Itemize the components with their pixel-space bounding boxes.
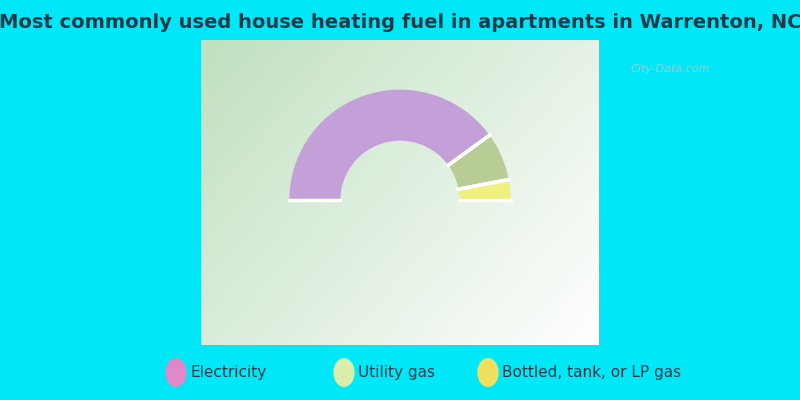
Polygon shape <box>290 90 490 200</box>
Ellipse shape <box>478 359 498 386</box>
Text: Bottled, tank, or LP gas: Bottled, tank, or LP gas <box>502 365 682 380</box>
Ellipse shape <box>334 359 354 386</box>
Text: City-Data.com: City-Data.com <box>630 64 710 74</box>
Polygon shape <box>448 135 509 189</box>
Polygon shape <box>458 180 510 200</box>
Text: Utility gas: Utility gas <box>358 365 435 380</box>
Text: Most commonly used house heating fuel in apartments in Warrenton, NC: Most commonly used house heating fuel in… <box>0 12 800 32</box>
Ellipse shape <box>166 359 186 386</box>
Text: Electricity: Electricity <box>190 365 266 380</box>
